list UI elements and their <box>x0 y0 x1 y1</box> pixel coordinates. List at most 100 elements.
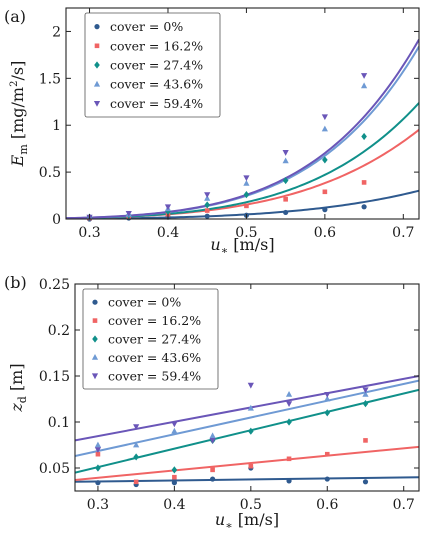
legend-item: cover = 59.4% <box>91 368 201 383</box>
data-point <box>204 208 210 213</box>
data-point <box>125 210 132 217</box>
x-axis-label: u∗ [m/s] <box>215 510 279 532</box>
y-tick-label: 0 <box>52 212 61 228</box>
data-point <box>283 197 288 202</box>
data-point <box>282 157 289 164</box>
data-point <box>204 201 210 209</box>
data-point <box>362 479 369 485</box>
data-point <box>283 209 289 216</box>
legend-label: cover = 27.4% <box>110 58 203 73</box>
data-point <box>171 421 178 428</box>
x-tick-label: 0.7 <box>393 497 415 513</box>
fit-line-series-4 <box>66 38 419 219</box>
plot-frame <box>65 7 420 220</box>
y-tick-label: 0.5 <box>39 165 61 181</box>
legend-box <box>82 288 219 390</box>
data-point <box>361 204 367 210</box>
data-point <box>210 467 215 473</box>
data-point <box>285 401 293 407</box>
data-point <box>324 476 330 482</box>
y-axis-label: Em [mg/m2/s] <box>8 61 30 168</box>
fit-line-series-3 <box>75 379 419 458</box>
legend-marker <box>91 354 99 360</box>
legend-label: cover = 16.2% <box>108 313 201 328</box>
legend-marker <box>94 24 100 30</box>
data-point <box>171 427 178 434</box>
legend-item: cover = 59.4% <box>93 96 203 111</box>
data-point <box>133 453 139 461</box>
data-point <box>360 73 368 79</box>
x-tick-label: 0.7 <box>392 225 414 241</box>
data-point <box>361 180 367 185</box>
data-point <box>164 204 172 211</box>
x-tick-label: 0.6 <box>316 497 338 513</box>
panel-label: (b) <box>4 273 27 292</box>
legend: cover = 0% cover = 16.2% cover = 27.4% cove… <box>82 288 219 390</box>
fit-lines <box>66 38 419 219</box>
x-tick-label: 0.3 <box>87 497 109 513</box>
legend-label: cover = 43.6% <box>110 77 203 92</box>
data-point <box>94 447 102 453</box>
legend-item: cover = 27.4% <box>92 332 201 347</box>
data-point <box>95 464 101 472</box>
x-axis-label: u∗ [m/s] <box>210 235 274 257</box>
series-3-points <box>94 391 369 448</box>
legend-marker <box>92 299 98 305</box>
data-point <box>362 400 369 408</box>
data-point <box>286 456 292 462</box>
data-point <box>133 424 140 430</box>
x-tick-label: 0.5 <box>235 225 257 241</box>
legend-label: cover = 59.4% <box>108 368 201 383</box>
fit-line-series-1 <box>66 128 419 219</box>
legend-item: cover = 43.6% <box>93 77 203 92</box>
legend-item: cover = 16.2% <box>94 38 203 53</box>
panel-label: (a) <box>4 7 26 26</box>
y-tick-label: 0.25 <box>39 277 70 293</box>
y-tick-label: 0.2 <box>48 323 70 339</box>
data-point <box>286 418 292 426</box>
legend-label: cover = 43.6% <box>108 350 201 365</box>
data-point <box>133 479 139 485</box>
legend-marker <box>92 335 98 343</box>
fit-line-series-0 <box>66 189 419 219</box>
fit-line-series-2 <box>75 388 419 474</box>
data-point <box>285 391 293 397</box>
data-point <box>322 156 328 164</box>
plot-frame <box>74 283 420 492</box>
y-tick-label: 1 <box>52 118 61 134</box>
series-4-points <box>94 382 369 453</box>
data-point <box>322 207 328 213</box>
fit-lines <box>75 375 419 483</box>
legend-item: cover = 43.6% <box>91 350 201 365</box>
fit-line-series-4 <box>75 375 419 442</box>
chart-panel-a: 0.3 0.4 0.5 0.6 0.7 0 0.5 1 1.5 2 u∗ [m/s] Em [mg/m… <box>4 7 420 257</box>
data-point <box>360 82 368 89</box>
data-point <box>171 466 178 474</box>
data-point <box>204 192 211 199</box>
data-point <box>363 438 368 443</box>
data-point <box>210 476 216 482</box>
legend-marker <box>94 43 100 49</box>
legend-item: cover = 0% <box>94 19 183 34</box>
data-point <box>95 451 101 457</box>
y-axis-label: zd [m] <box>7 363 29 412</box>
data-point <box>248 463 254 469</box>
legend-box <box>84 12 221 118</box>
legend-marker <box>93 101 101 107</box>
data-point <box>321 114 328 121</box>
y-tick-label: 2 <box>52 24 61 40</box>
legend-label: cover = 27.4% <box>108 332 201 347</box>
legend-marker <box>91 373 99 380</box>
data-point <box>243 179 250 186</box>
data-point <box>94 441 102 448</box>
data-point <box>282 150 289 156</box>
legend-marker <box>94 61 100 69</box>
data-point <box>324 409 331 417</box>
legend-marker <box>92 318 98 323</box>
y-tick-label: 0.05 <box>39 461 70 477</box>
x-tick-label: 0.4 <box>157 225 179 241</box>
chart-panel-b: 0.3 0.4 0.5 0.6 0.7 0.05 0.1 0.15 0.2 0.25 u∗ [m/s… <box>4 273 420 532</box>
data-point <box>247 382 254 389</box>
legend-item: cover = 16.2% <box>92 313 201 328</box>
